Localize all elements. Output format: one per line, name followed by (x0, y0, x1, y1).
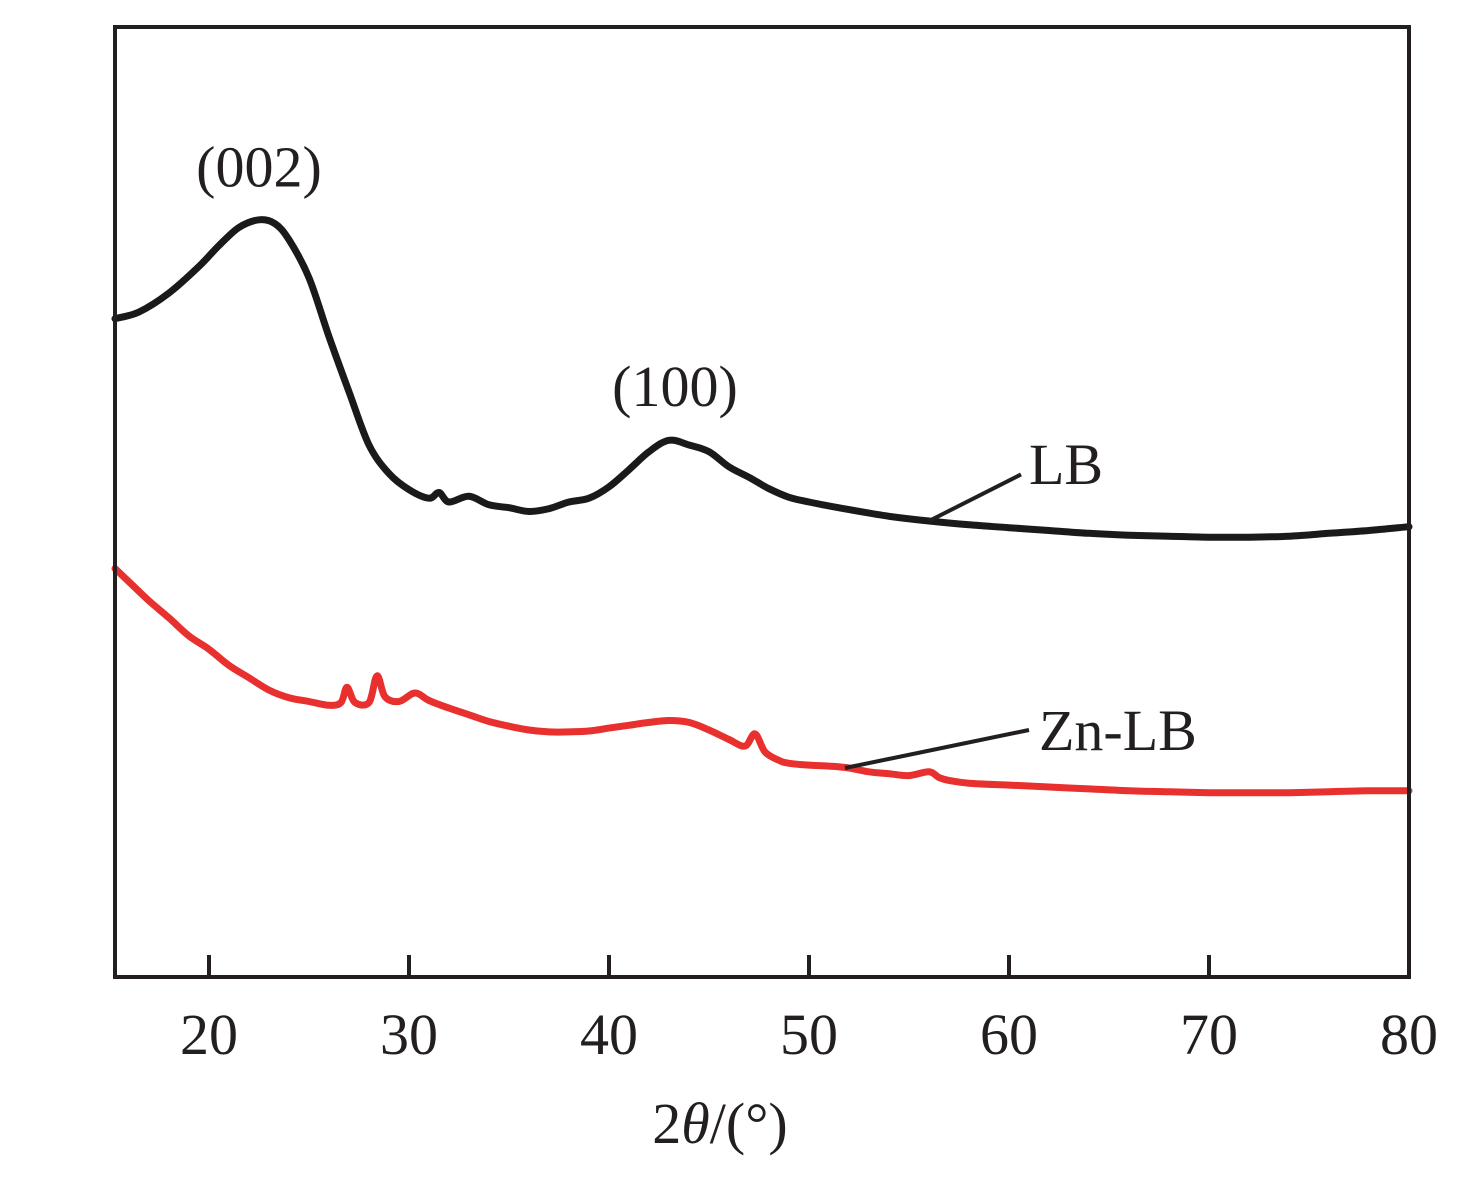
series-line-lb (111, 216, 1413, 541)
x-axis-title: 2θ/(°) (652, 1091, 787, 1156)
x-tick-label-50: 50 (780, 1002, 838, 1067)
x-tick-label-40: 40 (580, 1002, 638, 1067)
leader-line-zn-lb (844, 728, 1030, 770)
leader-line-lb (928, 472, 1022, 523)
x-tick-label-80: 80 (1380, 1002, 1438, 1067)
x-tick-label-30: 30 (380, 1002, 438, 1067)
x-tick-label-70: 70 (1180, 1002, 1238, 1067)
x-tick-label-60: 60 (980, 1002, 1038, 1067)
plot-frame (113, 25, 1411, 979)
peak-annotation-0: (002) (196, 135, 322, 200)
x-tick-label-20: 20 (180, 1002, 238, 1067)
x-axis: 20 30 40 50 60 70 80 (180, 955, 1438, 1067)
series-line-zn-lb (111, 565, 1413, 797)
x-axis-title-theta: θ (681, 1091, 710, 1156)
x-axis-title-prefix: 2 (652, 1091, 681, 1156)
series-label-zn-lb: Zn-LB (1039, 698, 1197, 763)
series-layer (111, 216, 1413, 797)
peak-annotation-1: (100) (612, 354, 738, 419)
annotation-layer: (002) (100) LB Zn-LB (196, 135, 1197, 770)
x-axis-title-suffix: /(°) (710, 1091, 788, 1156)
series-label-lb: LB (1029, 432, 1103, 497)
